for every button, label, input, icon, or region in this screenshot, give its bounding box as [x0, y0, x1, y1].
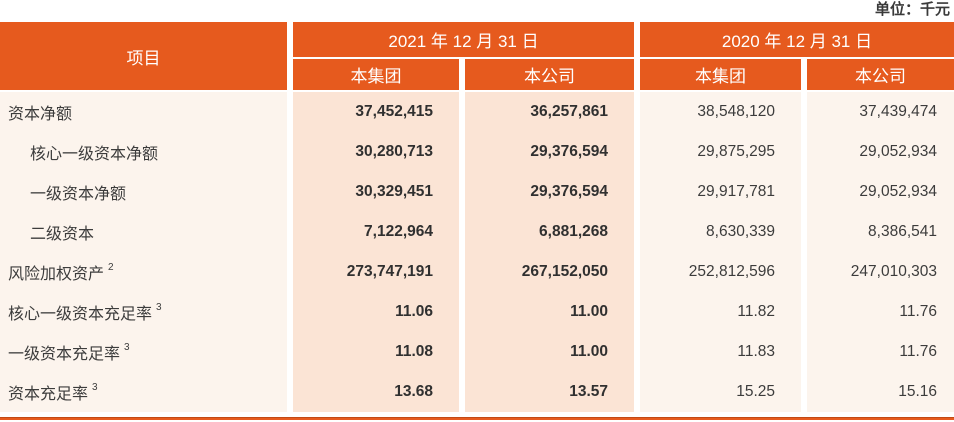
row-label: 二级资本: [30, 226, 95, 243]
value-cell: 11.82: [737, 303, 775, 320]
row-label: 核心一级资本充足率 3: [8, 301, 162, 324]
row-label: 资本净额: [8, 106, 73, 123]
header-subcolumns-2020: 本集团 本公司: [640, 59, 954, 90]
value-cell: 273,747,191: [346, 263, 433, 280]
footnote-reference: 3: [124, 341, 130, 353]
value-cell: 29,875,295: [697, 143, 775, 160]
value-cell: 15.16: [898, 383, 937, 400]
item-label-column: 资本净额核心一级资本净额 一级资本净额 二级资本风险加权资产 2 核心一级资本充足率 3 一…: [0, 92, 287, 412]
table-body: 资本净额核心一级资本净额 一级资本净额 二级资本风险加权资产 2 核心一级资本充足率 3 一…: [0, 92, 954, 412]
header-group-2020: 2020 年 12 月 31 日 本集团 本公司: [640, 22, 954, 90]
row-label: 一级资本充足率 3: [8, 341, 130, 364]
value-cell: 29,052,934: [859, 143, 937, 160]
values-2021-group-column: 37,452,415 30,280,713 30,329,451 7,122,964 2…: [293, 92, 459, 412]
footnote-reference: 3: [92, 381, 98, 393]
footnote-reference: 3: [156, 301, 162, 313]
header-item-column: 项目: [0, 22, 287, 90]
value-cell: 13.68: [394, 383, 433, 400]
header-2020-company: 本公司: [807, 59, 954, 90]
value-cell: 36,257,861: [530, 103, 608, 120]
values-2020-group-column: 38,548,120 29,875,295 29,917,781 8,630,339 2…: [640, 92, 801, 412]
header-date-2021: 2021 年 12 月 31 日: [293, 22, 634, 57]
footnote-reference: 2: [108, 261, 114, 273]
value-cell: 29,052,934: [859, 183, 937, 200]
bottom-divider-line: [0, 417, 954, 420]
value-cell: 30,280,713: [355, 143, 433, 160]
row-label: 资本充足率 3: [8, 381, 98, 404]
header-2020-group: 本集团: [640, 59, 801, 90]
values-2021-company-column: 36,257,861 29,376,594 29,376,594 6,881,268 2…: [465, 92, 634, 412]
values-2020-company-column: 37,439,474 29,052,934 29,052,934 8,386,541 2…: [807, 92, 954, 412]
value-cell: 6,881,268: [539, 223, 608, 240]
header-subcolumns-2021: 本集团 本公司: [293, 59, 634, 90]
unit-label: 单位：千元: [874, 1, 950, 18]
value-cell: 13.57: [569, 383, 608, 400]
value-cell: 11.76: [899, 303, 937, 320]
row-label: 核心一级资本净额: [30, 146, 159, 163]
value-cell: 37,452,415: [355, 103, 433, 120]
capital-adequacy-table: 项目 2021 年 12 月 31 日 本集团 本公司 2020 年 12 月 …: [0, 22, 954, 412]
value-cell: 29,376,594: [530, 183, 608, 200]
value-cell: 29,917,781: [697, 183, 775, 200]
value-cell: 252,812,596: [688, 263, 775, 280]
value-cell: 29,376,594: [530, 143, 608, 160]
value-cell: 11.00: [570, 343, 608, 360]
value-cell: 8,386,541: [868, 223, 937, 240]
value-cell: 11.00: [570, 303, 608, 320]
value-cell: 11.08: [395, 343, 433, 360]
header-2021-company: 本公司: [465, 59, 634, 90]
value-cell: 11.83: [737, 343, 775, 360]
value-cell: 267,152,050: [521, 263, 608, 280]
header-2021-group: 本集团: [293, 59, 459, 90]
value-cell: 37,439,474: [859, 103, 937, 120]
value-cell: 11.76: [899, 343, 937, 360]
row-label: 风险加权资产 2: [8, 261, 114, 284]
value-cell: 38,548,120: [697, 103, 775, 120]
table-header: 项目 2021 年 12 月 31 日 本集团 本公司 2020 年 12 月 …: [0, 22, 954, 90]
value-cell: 7,122,964: [364, 223, 433, 240]
value-cell: 30,329,451: [355, 183, 433, 200]
value-cell: 11.06: [395, 303, 433, 320]
row-label: 一级资本净额: [30, 186, 127, 203]
value-cell: 8,630,339: [706, 223, 775, 240]
header-date-2020: 2020 年 12 月 31 日: [640, 22, 954, 57]
value-cell: 247,010,303: [850, 263, 937, 280]
header-group-2021: 2021 年 12 月 31 日 本集团 本公司: [293, 22, 634, 90]
value-cell: 15.25: [736, 383, 775, 400]
